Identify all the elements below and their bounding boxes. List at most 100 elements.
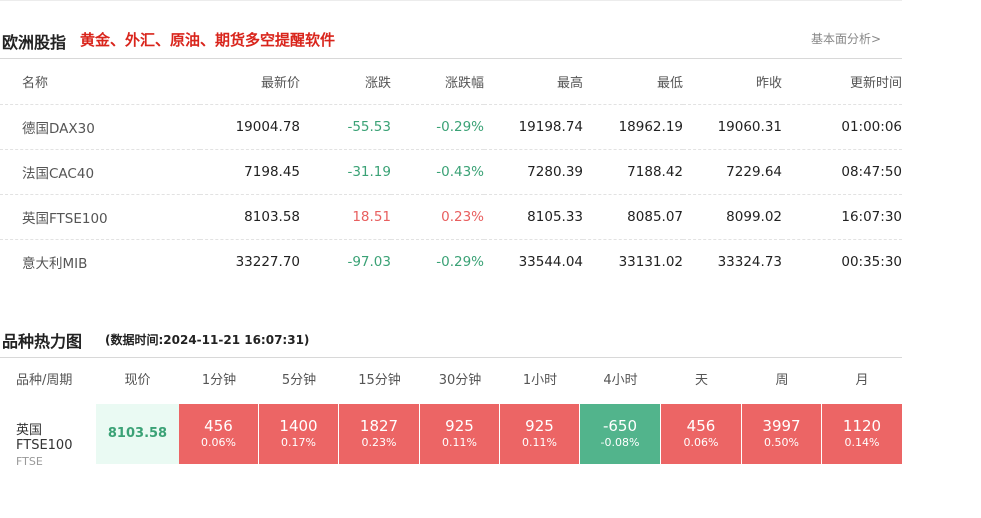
heat-value: 3997 bbox=[762, 417, 801, 435]
change-pct: 0.23% bbox=[391, 194, 484, 240]
symbol-code: FTSE bbox=[16, 455, 43, 468]
low-value: 33131.02 bbox=[583, 239, 683, 284]
european-indices-section: 欧洲股指 黄金、外汇、原油、期货多空提醒软件 基本面分析> 名称 最新价 涨跌 … bbox=[0, 22, 902, 284]
low-value: 7188.42 bbox=[583, 149, 683, 195]
heat-cell-15min: 1827 0.23% bbox=[339, 404, 419, 464]
header-pct: 涨跌幅 bbox=[444, 76, 484, 91]
header-prev: 昨收 bbox=[755, 76, 782, 91]
header-symbol-period: 品种/周期 bbox=[16, 373, 73, 388]
heat-pct: 0.11% bbox=[522, 436, 557, 449]
low-value: 8085.07 bbox=[583, 194, 683, 240]
header-last: 最新价 bbox=[260, 76, 300, 91]
heat-cell-4hour: -650 -0.08% bbox=[580, 404, 660, 464]
heatmap-title: 品种热力图 bbox=[2, 332, 83, 351]
heat-value: 456 bbox=[686, 417, 716, 435]
data-timestamp: (数据时间:2024-11-21 16:07:31) bbox=[105, 333, 310, 347]
table-row[interactable]: 法国CAC40 7198.45 -31.19 -0.43% 7280.39 71… bbox=[0, 149, 902, 195]
table-row[interactable]: 英国FTSE100 8103.58 18.51 0.23% 8105.33 80… bbox=[0, 194, 902, 240]
table-row[interactable]: 德国DAX30 19004.78 -55.53 -0.29% 19198.74 … bbox=[0, 104, 902, 150]
symbol-name: 英国FTSE100 bbox=[16, 423, 73, 453]
change-value: -55.53 bbox=[300, 104, 391, 150]
header-1hour: 1小时 bbox=[522, 373, 558, 388]
heatmap-column-headers: 品种/周期 现价 1分钟 5分钟 15分钟 30分钟 1小时 4小时 天 周 月 bbox=[0, 358, 902, 404]
heat-cell-30min: 925 0.11% bbox=[420, 404, 499, 464]
high-value: 8105.33 bbox=[484, 194, 583, 240]
header-low: 最低 bbox=[656, 76, 683, 91]
heatmap-row[interactable]: 英国FTSE100 FTSE 8103.58 456 0.06% 1400 0.… bbox=[0, 404, 902, 468]
header-time: 更新时间 bbox=[849, 76, 902, 91]
indices-table: 名称 最新价 涨跌 涨跌幅 最高 最低 昨收 更新时间 德国DAX30 1900… bbox=[0, 59, 902, 284]
heat-value: 925 bbox=[445, 417, 474, 435]
last-price: 19004.78 bbox=[200, 104, 300, 150]
heat-value: -650 bbox=[602, 417, 638, 435]
section-title: 欧洲股指 bbox=[2, 33, 67, 52]
index-name[interactable]: 法国CAC40 bbox=[0, 149, 200, 195]
index-name[interactable]: 英国FTSE100 bbox=[0, 194, 200, 240]
heat-pct: 0.17% bbox=[281, 436, 316, 449]
header-name: 名称 bbox=[22, 76, 49, 91]
table-row[interactable]: 意大利MIB 33227.70 -97.03 -0.29% 33544.04 3… bbox=[0, 239, 902, 284]
section-header: 欧洲股指 黄金、外汇、原油、期货多空提醒软件 基本面分析> bbox=[0, 22, 902, 59]
header-week: 周 bbox=[775, 373, 789, 388]
promo-link[interactable]: 黄金、外汇、原油、期货多空提醒软件 bbox=[80, 31, 336, 49]
change-pct: -0.29% bbox=[391, 239, 484, 284]
high-value: 7280.39 bbox=[484, 149, 583, 195]
header-day: 天 bbox=[694, 373, 708, 388]
heat-value: 1400 bbox=[279, 417, 318, 435]
heat-pct: 0.06% bbox=[683, 436, 719, 449]
top-divider bbox=[0, 0, 902, 1]
heat-value: 1827 bbox=[359, 417, 399, 435]
high-value: 33544.04 bbox=[484, 239, 583, 284]
heat-cell-1hour: 925 0.11% bbox=[500, 404, 579, 464]
heat-value: 456 bbox=[204, 417, 233, 435]
index-name[interactable]: 德国DAX30 bbox=[0, 104, 200, 150]
heat-value: 1120 bbox=[842, 417, 882, 435]
change-pct: -0.29% bbox=[391, 104, 484, 150]
header-30min: 30分钟 bbox=[438, 373, 482, 388]
heat-cell-month: 1120 0.14% bbox=[822, 404, 902, 464]
heat-cell-5min: 1400 0.17% bbox=[259, 404, 338, 464]
low-value: 18962.19 bbox=[583, 104, 683, 150]
symbol-cell[interactable]: 英国FTSE100 FTSE bbox=[0, 404, 96, 468]
header-high: 最高 bbox=[556, 76, 583, 91]
header-15min: 15分钟 bbox=[358, 373, 401, 388]
heat-pct: 0.11% bbox=[442, 436, 477, 449]
prev-close: 7229.64 bbox=[683, 149, 782, 195]
update-time: 00:35:30 bbox=[782, 239, 902, 284]
update-time: 16:07:30 bbox=[782, 194, 902, 240]
last-price: 33227.70 bbox=[200, 239, 300, 284]
heat-pct: -0.08% bbox=[600, 436, 640, 449]
heatmap-section: 品种热力图 (数据时间:2024-11-21 16:07:31) 品种/周期 现… bbox=[0, 322, 902, 468]
heatmap-header: 品种热力图 (数据时间:2024-11-21 16:07:31) bbox=[0, 322, 902, 358]
heat-pct: 0.23% bbox=[361, 436, 397, 449]
header-1min: 1分钟 bbox=[201, 373, 237, 388]
heat-cell-day: 456 0.06% bbox=[661, 404, 741, 464]
header-5min: 5分钟 bbox=[281, 373, 317, 388]
header-change: 涨跌 bbox=[364, 76, 391, 91]
change-pct: -0.43% bbox=[391, 149, 484, 195]
prev-close: 8099.02 bbox=[683, 194, 782, 240]
heat-pct: 0.06% bbox=[201, 436, 236, 449]
prev-close: 19060.31 bbox=[683, 104, 782, 150]
header-4hour: 4小时 bbox=[603, 373, 638, 388]
high-value: 19198.74 bbox=[484, 104, 583, 150]
prev-close: 33324.73 bbox=[683, 239, 782, 284]
heat-pct: 0.50% bbox=[764, 436, 799, 449]
current-price: 8103.58 bbox=[96, 404, 179, 464]
change-value: 18.51 bbox=[300, 194, 391, 240]
heat-value: 925 bbox=[525, 417, 554, 435]
heat-cell-1min: 456 0.06% bbox=[179, 404, 258, 464]
last-price: 8103.58 bbox=[200, 194, 300, 240]
heat-pct: 0.14% bbox=[844, 436, 880, 449]
heat-cell-week: 3997 0.50% bbox=[742, 404, 821, 464]
header-price: 现价 bbox=[124, 373, 151, 388]
table-header-row: 名称 最新价 涨跌 涨跌幅 最高 最低 昨收 更新时间 bbox=[0, 59, 902, 105]
last-price: 7198.45 bbox=[200, 149, 300, 195]
header-month: 月 bbox=[855, 373, 869, 388]
change-value: -97.03 bbox=[300, 239, 391, 284]
change-value: -31.19 bbox=[300, 149, 391, 195]
update-time: 01:00:06 bbox=[782, 104, 902, 150]
update-time: 08:47:50 bbox=[782, 149, 902, 195]
index-name[interactable]: 意大利MIB bbox=[0, 239, 200, 284]
fundamental-analysis-link[interactable]: 基本面分析> bbox=[810, 32, 881, 46]
